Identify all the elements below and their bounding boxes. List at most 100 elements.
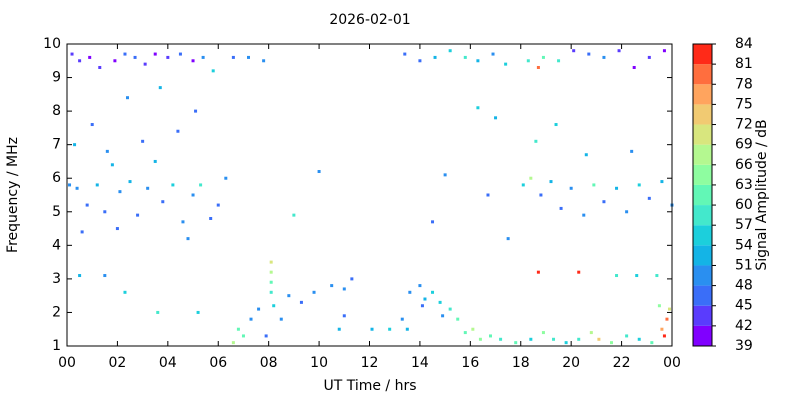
signal-point (264, 334, 268, 338)
colorbar-tick-label: 57 (735, 217, 753, 233)
signal-point (463, 55, 467, 59)
signal-point (536, 270, 540, 274)
signal-point (572, 49, 576, 53)
y-tick-label: 7 (52, 137, 61, 153)
signal-point (418, 284, 422, 288)
signal-point (146, 186, 150, 190)
y-axis-label: Frequency / MHz (5, 137, 21, 253)
signal-point (592, 183, 596, 187)
signal-point (577, 337, 581, 341)
y-tick-label: 1 (52, 338, 61, 354)
signal-point (526, 59, 530, 63)
signal-point (262, 59, 266, 63)
plot-frame (66, 43, 673, 347)
signal-point (201, 55, 205, 59)
y-tick-label: 10 (43, 36, 61, 52)
signal-point (597, 337, 601, 341)
signal-point (269, 270, 273, 274)
signal-point (370, 327, 374, 331)
y-tick-label: 6 (52, 170, 61, 186)
signal-point (75, 186, 79, 190)
colorbar-label: Signal Amplitude / dB (754, 119, 770, 270)
signal-point (529, 337, 533, 341)
colorbar-segment (693, 84, 712, 105)
signal-point (68, 183, 72, 187)
x-tick-label: 02 (109, 355, 127, 371)
signal-point (539, 193, 543, 197)
signal-point (456, 317, 460, 321)
signal-point (431, 220, 435, 224)
signal-point (330, 284, 334, 288)
y-tick-label: 5 (52, 204, 61, 220)
signal-point (272, 304, 276, 308)
signal-point (88, 55, 92, 59)
signal-point (156, 310, 160, 314)
colorbar-segment (693, 205, 712, 226)
signal-point (342, 314, 346, 318)
signal-point (448, 49, 452, 53)
colorbar-segment (693, 104, 712, 125)
colorbar-segment (693, 44, 712, 65)
colorbar-tick-label: 66 (735, 157, 753, 173)
signal-point (176, 129, 180, 133)
signal-point (554, 123, 558, 127)
signal-point (287, 294, 291, 298)
colorbar-tick-label: 84 (735, 36, 753, 52)
signal-point (199, 183, 203, 187)
x-tick-label: 00 (58, 355, 76, 371)
x-tick-label: 06 (209, 355, 227, 371)
signal-point (388, 327, 392, 331)
colorbar-tick-label: 54 (735, 237, 753, 253)
signal-point (105, 149, 109, 153)
signal-point (110, 163, 114, 167)
signal-point (113, 59, 117, 63)
x-axis-label: UT Time / hrs (323, 378, 416, 394)
signal-point (657, 304, 661, 308)
signal-point (499, 337, 503, 341)
signal-point (478, 337, 482, 341)
signal-point (630, 149, 634, 153)
signal-point (115, 227, 119, 231)
colorbar-tick-label: 42 (735, 318, 753, 334)
signal-point (494, 116, 498, 120)
signal-point (171, 183, 175, 187)
signal-point (665, 317, 669, 321)
signal-point (143, 62, 147, 66)
signal-point (655, 274, 659, 278)
signal-point (317, 170, 321, 174)
colorbar-segment (693, 124, 712, 145)
signal-point (647, 196, 651, 200)
signal-point (549, 180, 553, 184)
signal-point (521, 183, 525, 187)
signal-point (431, 290, 435, 294)
colorbar-segment (693, 144, 712, 165)
y-tick-label: 2 (52, 304, 61, 320)
signal-point (400, 317, 404, 321)
colorbar-tick-label: 60 (735, 197, 753, 213)
x-tick-label: 12 (361, 355, 379, 371)
signal-point (178, 52, 182, 56)
x-tick-label: 16 (461, 355, 479, 371)
signal-point (569, 186, 573, 190)
signal-point (486, 193, 490, 197)
signal-point (471, 327, 475, 331)
signal-point (133, 55, 137, 59)
signal-point (153, 52, 157, 56)
y-tick-label: 8 (52, 103, 61, 119)
signal-point (194, 109, 198, 113)
signal-point (211, 69, 215, 73)
signal-point (662, 334, 666, 338)
colorbar-tick-label: 51 (735, 257, 753, 273)
colorbar-tick-label: 63 (735, 177, 753, 193)
signal-point (80, 230, 84, 234)
signal-point (342, 287, 346, 291)
signal-point (231, 55, 235, 59)
signal-point (408, 290, 412, 294)
signal-point (292, 213, 296, 217)
signal-point (584, 153, 588, 157)
signal-point (529, 176, 533, 180)
signal-point (536, 65, 540, 69)
signal-point (123, 52, 127, 56)
signal-point (236, 327, 240, 331)
signal-point (489, 334, 492, 338)
